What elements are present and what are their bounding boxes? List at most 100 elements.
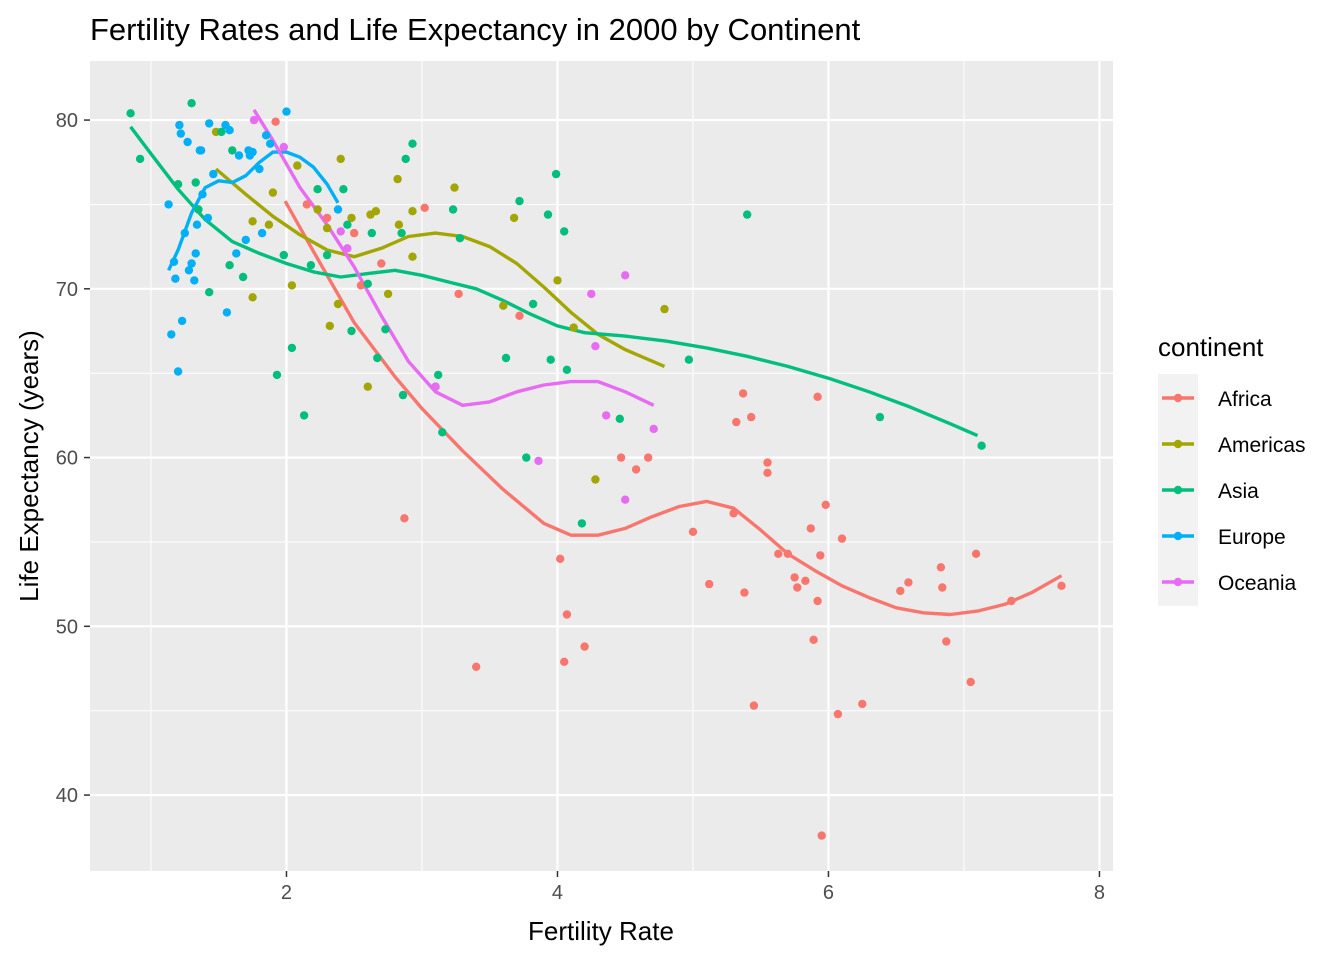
- point-africa: [801, 576, 810, 585]
- point-europe: [257, 228, 267, 238]
- y-tick-label: 70: [56, 279, 78, 301]
- point-africa: [783, 549, 792, 558]
- point-asia: [191, 178, 200, 187]
- point-africa: [740, 588, 749, 597]
- point-europe: [225, 126, 234, 135]
- point-africa: [580, 642, 589, 651]
- point-africa: [350, 228, 359, 238]
- point-africa: [644, 453, 653, 462]
- point-africa: [705, 579, 714, 589]
- legend-label-asia: Asia: [1218, 480, 1259, 503]
- point-asia: [339, 185, 348, 194]
- point-africa: [833, 709, 843, 719]
- point-asia: [401, 154, 410, 164]
- legend: continent Africa Americas Asia Europe Oceani…: [1158, 332, 1306, 606]
- point-africa: [813, 392, 822, 401]
- point-asia: [515, 196, 524, 206]
- point-africa: [793, 583, 802, 592]
- smooth-line-americas: [214, 167, 666, 368]
- point-africa: [271, 117, 280, 126]
- point-africa: [420, 203, 429, 212]
- point-oceania: [587, 289, 596, 299]
- point-asia: [217, 127, 226, 137]
- point-africa: [806, 524, 815, 533]
- y-axis-ticks: 40 50 60 70 80: [56, 110, 90, 807]
- point-asia: [205, 288, 214, 297]
- point-americas: [371, 207, 381, 216]
- point-europe: [203, 213, 213, 223]
- point-europe: [192, 220, 202, 229]
- point-europe: [167, 330, 176, 339]
- point-asia: [615, 414, 624, 423]
- point-europe: [180, 228, 189, 238]
- y-tick-label: 80: [56, 110, 78, 132]
- point-africa: [936, 563, 946, 572]
- point-americas: [363, 382, 372, 391]
- legend-label-oceania: Oceania: [1218, 572, 1297, 595]
- legend-key-point: [1173, 531, 1183, 541]
- point-europe: [187, 259, 196, 268]
- point-americas: [313, 205, 322, 214]
- point-asia: [501, 353, 511, 363]
- point-europe: [241, 235, 250, 245]
- point-asia: [684, 355, 694, 364]
- point-asia: [577, 519, 587, 528]
- point-asia: [434, 370, 443, 380]
- point-americas: [408, 252, 417, 261]
- point-europe: [190, 276, 199, 285]
- legend-label-americas: Americas: [1218, 434, 1306, 457]
- point-europe: [173, 367, 183, 376]
- legend-label-europe: Europe: [1218, 526, 1286, 549]
- point-europe: [205, 119, 214, 128]
- point-americas: [383, 289, 393, 299]
- point-americas: [509, 213, 519, 223]
- point-asia: [225, 261, 234, 270]
- point-europe: [196, 146, 206, 155]
- x-axis-ticks: 2 4 6 8: [281, 871, 1105, 904]
- x-tick-label: 6: [823, 882, 834, 904]
- grid-minor: [90, 61, 1113, 871]
- point-oceania: [591, 342, 600, 351]
- point-asia: [343, 220, 352, 229]
- point-americas: [333, 299, 343, 309]
- point-africa: [790, 573, 799, 582]
- point-asia: [279, 250, 288, 260]
- point-oceania: [336, 227, 345, 236]
- point-europe: [175, 120, 184, 130]
- point-africa: [616, 453, 626, 462]
- point-africa: [837, 534, 847, 543]
- plot-panel: [90, 61, 1113, 871]
- point-americas: [264, 220, 274, 229]
- data-points: [126, 99, 1066, 840]
- point-asia: [272, 370, 282, 380]
- point-africa: [556, 554, 565, 563]
- point-americas: [322, 223, 332, 233]
- point-africa: [971, 549, 981, 558]
- point-asia: [238, 272, 248, 282]
- point-americas: [268, 188, 278, 197]
- point-asia: [187, 99, 196, 108]
- point-africa: [454, 289, 463, 299]
- point-asia: [313, 185, 322, 194]
- point-americas: [591, 475, 600, 484]
- point-asia: [173, 180, 183, 189]
- point-europe: [184, 266, 194, 275]
- point-africa: [356, 281, 366, 290]
- point-americas: [325, 321, 334, 331]
- point-asia: [397, 228, 406, 238]
- point-oceania: [249, 115, 259, 125]
- point-oceania: [621, 271, 630, 280]
- point-asia: [560, 227, 569, 236]
- point-americas: [660, 304, 669, 314]
- point-africa: [302, 200, 311, 209]
- point-asia: [363, 279, 372, 288]
- smooth-line-asia: [129, 125, 979, 438]
- point-asia: [546, 355, 555, 364]
- point-africa: [817, 831, 826, 840]
- point-americas: [287, 281, 297, 290]
- point-oceania: [431, 382, 440, 391]
- point-americas: [248, 293, 257, 302]
- point-africa: [809, 635, 818, 644]
- point-europe: [209, 169, 218, 179]
